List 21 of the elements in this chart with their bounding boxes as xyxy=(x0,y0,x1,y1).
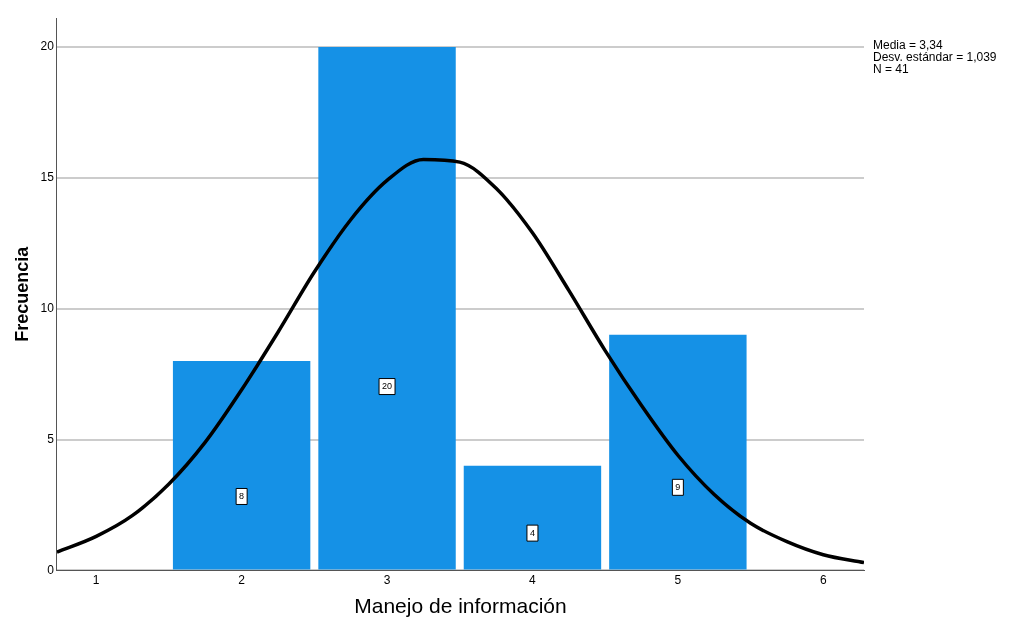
x-tick-label: 6 xyxy=(819,572,827,587)
data-label: 20 xyxy=(382,381,393,392)
x-axis-title: Manejo de información xyxy=(354,594,567,618)
y-tick-label: 10 xyxy=(40,301,55,316)
x-tick-label: 4 xyxy=(529,572,537,587)
y-tick-label: 15 xyxy=(40,170,55,185)
y-tick-label: 0 xyxy=(47,562,55,577)
text: Desv. estándar = 1,039 xyxy=(873,50,997,64)
text: Media = 3,34 xyxy=(873,38,944,52)
y-axis-title: Frecuencia xyxy=(11,245,32,342)
x-tick-label: 3 xyxy=(383,572,391,587)
data-label: 8 xyxy=(239,490,245,501)
y-tick-label: 5 xyxy=(47,431,55,446)
data-label: 4 xyxy=(529,527,535,538)
line-series xyxy=(56,157,864,565)
data-label: 9 xyxy=(675,481,681,492)
x-tick-label: 2 xyxy=(238,572,246,587)
text: N = 41 xyxy=(873,62,910,76)
y-tick-label: 20 xyxy=(40,39,55,54)
x-tick-label: 1 xyxy=(92,572,100,587)
x-tick-label: 5 xyxy=(674,572,682,587)
